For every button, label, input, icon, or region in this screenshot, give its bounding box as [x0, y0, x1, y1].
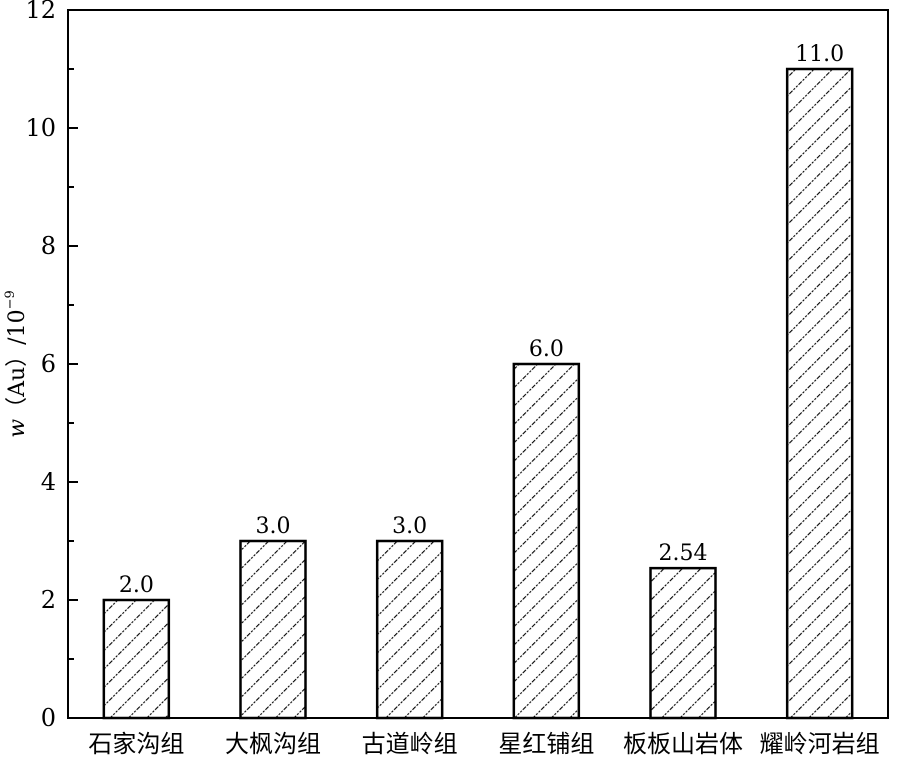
- category-label: 板板山岩体: [623, 730, 743, 757]
- plot-frame: [67, 9, 889, 719]
- y-tick-label: 4: [41, 468, 56, 496]
- bars: 2.0 3.0 3.0 6.0 2.54 11.0: [102, 42, 854, 720]
- category-label: 星红铺组: [498, 730, 594, 757]
- bar-value-label: 11.0: [795, 42, 844, 67]
- bar-value-label: 2.0: [119, 573, 154, 598]
- category-label: 古道岭组: [362, 730, 458, 757]
- y-axis-label: w（Au）/10−9: [3, 290, 30, 438]
- y-axis-variable: w: [5, 419, 30, 438]
- bar-value-label: 3.0: [256, 514, 291, 539]
- bar-value-label: 6.0: [529, 337, 564, 362]
- y-axis: 0 2 4 6 8 10 12: [25, 0, 78, 732]
- y-tick-label: 6: [41, 350, 56, 378]
- y-tick-label: 10: [25, 114, 56, 142]
- bar-value-label: 3.0: [392, 514, 427, 539]
- y-axis-paren-open: （: [5, 397, 30, 419]
- y-tick-label: 0: [41, 704, 56, 732]
- category-label: 大枫沟组: [225, 730, 321, 757]
- bar: [512, 362, 581, 720]
- bar: [649, 566, 717, 720]
- y-axis-exponent: −9: [3, 290, 18, 309]
- bar: [785, 67, 854, 720]
- x-axis-labels: 石家沟组 大枫沟组 古道岭组 星红铺组 板板山岩体 耀岭河岩组: [88, 730, 879, 757]
- y-axis-paren-close: ）: [5, 345, 30, 367]
- bar-value-label: 2.54: [659, 541, 708, 566]
- bar: [375, 539, 444, 720]
- y-tick-label: 2: [41, 586, 56, 614]
- category-label: 石家沟组: [88, 730, 184, 757]
- y-axis-element: Au: [5, 367, 30, 398]
- bar: [239, 539, 307, 720]
- category-label: 耀岭河岩组: [760, 730, 880, 757]
- y-tick-label: 12: [25, 0, 56, 24]
- y-axis-unit: /10: [5, 309, 30, 344]
- bar: [102, 598, 171, 720]
- y-tick-label: 8: [41, 232, 56, 260]
